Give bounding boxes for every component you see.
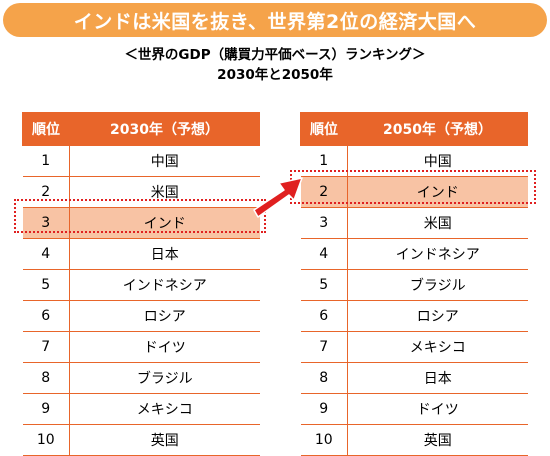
chart-years: 2030年と2050年 — [217, 67, 333, 83]
country-header-2030: 2030年（予想） — [69, 112, 260, 146]
country-cell: ドイツ — [69, 331, 260, 363]
rank-cell: 8 — [22, 362, 70, 394]
table-row: 6 ロシア — [22, 300, 260, 332]
table-row: 2 米国 — [22, 176, 260, 208]
rank-cell: 4 — [22, 238, 70, 270]
rank-cell: 9 — [300, 393, 348, 425]
table-row-highlighted: 2 インド — [300, 176, 528, 208]
country-cell: 中国 — [69, 145, 260, 177]
rank-cell: 5 — [300, 269, 348, 301]
table-row: 6 ロシア — [300, 300, 528, 332]
table-row: 1 中国 — [22, 145, 260, 177]
country-cell: ブラジル — [347, 269, 528, 301]
country-cell: 米国 — [69, 176, 260, 208]
rank-header: 順位 — [300, 112, 348, 146]
country-cell: ブラジル — [69, 362, 260, 394]
table-row: 8 日本 — [300, 362, 528, 394]
country-cell: メキシコ — [347, 331, 528, 363]
table-row: 3 米国 — [300, 207, 528, 239]
country-header-2050: 2050年（予想） — [347, 112, 528, 146]
table-row: 7 メキシコ — [300, 331, 528, 363]
headline-banner: インドは米国を抜き、世界第2位の経済大国へ — [3, 3, 547, 37]
rank-cell: 6 — [22, 300, 70, 332]
rank-cell: 8 — [300, 362, 348, 394]
country-cell: ドイツ — [347, 393, 528, 425]
rank-cell: 3 — [22, 207, 70, 239]
table-row: 9 ドイツ — [300, 393, 528, 425]
rank-cell: 2 — [22, 176, 70, 208]
rank-cell: 10 — [22, 424, 70, 456]
table-row: 7 ドイツ — [22, 331, 260, 363]
table-row: 10 英国 — [22, 424, 260, 456]
country-cell: メキシコ — [69, 393, 260, 425]
rank-cell: 10 — [300, 424, 348, 456]
table-row: 10 英国 — [300, 424, 528, 456]
rank-cell: 5 — [22, 269, 70, 301]
rank-cell: 4 — [300, 238, 348, 270]
country-cell: 英国 — [69, 424, 260, 456]
country-cell: 日本 — [347, 362, 528, 394]
table-row: 1 中国 — [300, 145, 528, 177]
rank-cell: 6 — [300, 300, 348, 332]
country-cell: インドネシア — [69, 269, 260, 301]
rank-cell: 1 — [22, 145, 70, 177]
country-cell: インド — [69, 207, 260, 239]
rank-cell: 3 — [300, 207, 348, 239]
country-cell: 日本 — [69, 238, 260, 270]
table-row-highlighted: 3 インド — [22, 207, 260, 239]
country-cell: ロシア — [347, 300, 528, 332]
rank-cell: 1 — [300, 145, 348, 177]
chart-subtitle: ＜世界のGDP（購買力平価ベース）ランキング＞ — [124, 47, 426, 63]
country-cell: インドネシア — [347, 238, 528, 270]
rank-header: 順位 — [22, 112, 70, 146]
table-row: 5 インドネシア — [22, 269, 260, 301]
table-row: 9 メキシコ — [22, 393, 260, 425]
country-cell: インド — [347, 176, 528, 208]
table-row: 4 インドネシア — [300, 238, 528, 270]
rank-cell: 9 — [22, 393, 70, 425]
table-row: 4 日本 — [22, 238, 260, 270]
country-cell: 中国 — [347, 145, 528, 177]
rank-cell: 7 — [22, 331, 70, 363]
country-cell: ロシア — [69, 300, 260, 332]
rank-cell: 2 — [300, 176, 348, 208]
rank-cell: 7 — [300, 331, 348, 363]
country-cell: 米国 — [347, 207, 528, 239]
country-cell: 英国 — [347, 424, 528, 456]
table-row: 5 ブラジル — [300, 269, 528, 301]
ranking-table-2050: 順位 2050年（予想） 1 中国 2 インド 3 米国 4 インドネシア 5 ブラジル … — [300, 112, 528, 456]
table-row: 8 ブラジル — [22, 362, 260, 394]
